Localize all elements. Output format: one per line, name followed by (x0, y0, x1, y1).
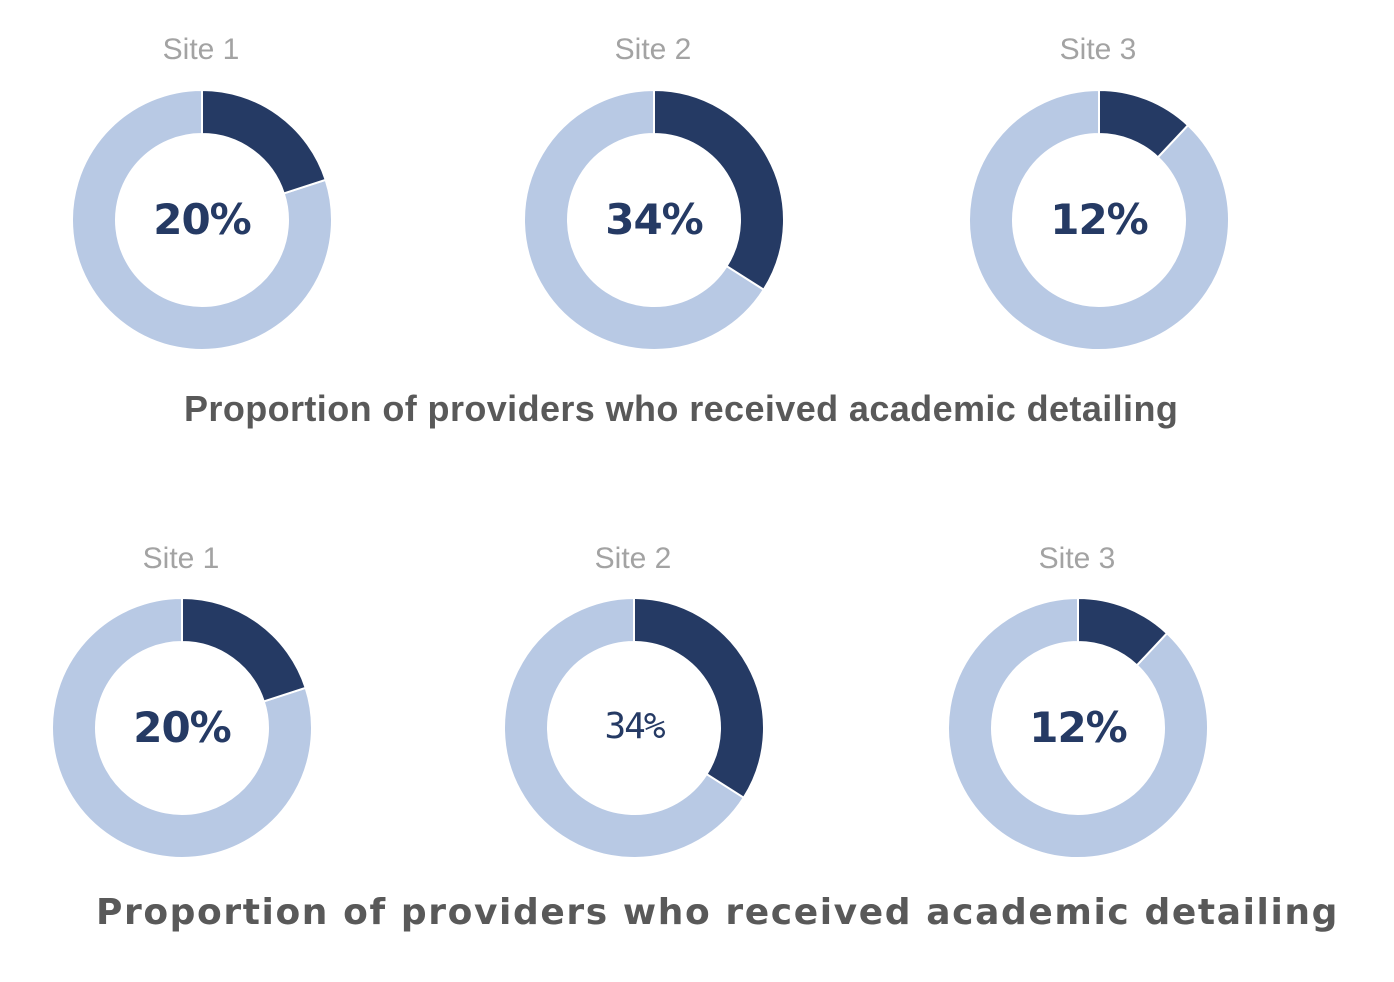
donut-chart-site-2: 34% (523, 88, 785, 351)
donut-chart-site-3: 12% (968, 88, 1230, 351)
value-label: 34% (605, 195, 703, 244)
donut-remaining-segment (968, 88, 1230, 351)
donut-value-segment (201, 88, 327, 195)
site-label: Site 1 (162, 33, 240, 66)
donut-remaining-segment (503, 596, 746, 859)
donut-remaining-segment (523, 88, 766, 351)
chart-title: Proportion of providers who received aca… (184, 388, 1179, 429)
site-label: Site 2 (614, 33, 692, 66)
donut-remaining-segment (51, 596, 313, 859)
donut-value-segment (633, 596, 765, 800)
donut-value-segment (1077, 596, 1169, 667)
value-label: 34% (604, 706, 665, 747)
donut-value-segment (653, 88, 785, 292)
donut-chart-site-2: 34% (503, 596, 765, 859)
value-label: 12% (1050, 195, 1148, 244)
donut-chart-site-1: 20% (71, 88, 333, 351)
donut-chart-site-1: 20% (51, 596, 313, 859)
donut-value-segment (181, 596, 307, 703)
value-label: 12% (1029, 703, 1127, 752)
site-label: Site 3 (1038, 542, 1116, 575)
donut-value-segment (1098, 88, 1190, 159)
donut-chart-site-3: 12% (947, 596, 1209, 859)
value-label: 20% (133, 703, 231, 752)
site-label: Site 3 (1059, 33, 1137, 66)
site-label: Site 1 (142, 542, 220, 575)
chart-title: Proportion of providers who received aca… (96, 892, 1340, 933)
donut-remaining-segment (71, 88, 333, 351)
donut-remaining-segment (947, 596, 1209, 859)
value-label: 20% (153, 195, 251, 244)
site-label: Site 2 (594, 542, 672, 575)
